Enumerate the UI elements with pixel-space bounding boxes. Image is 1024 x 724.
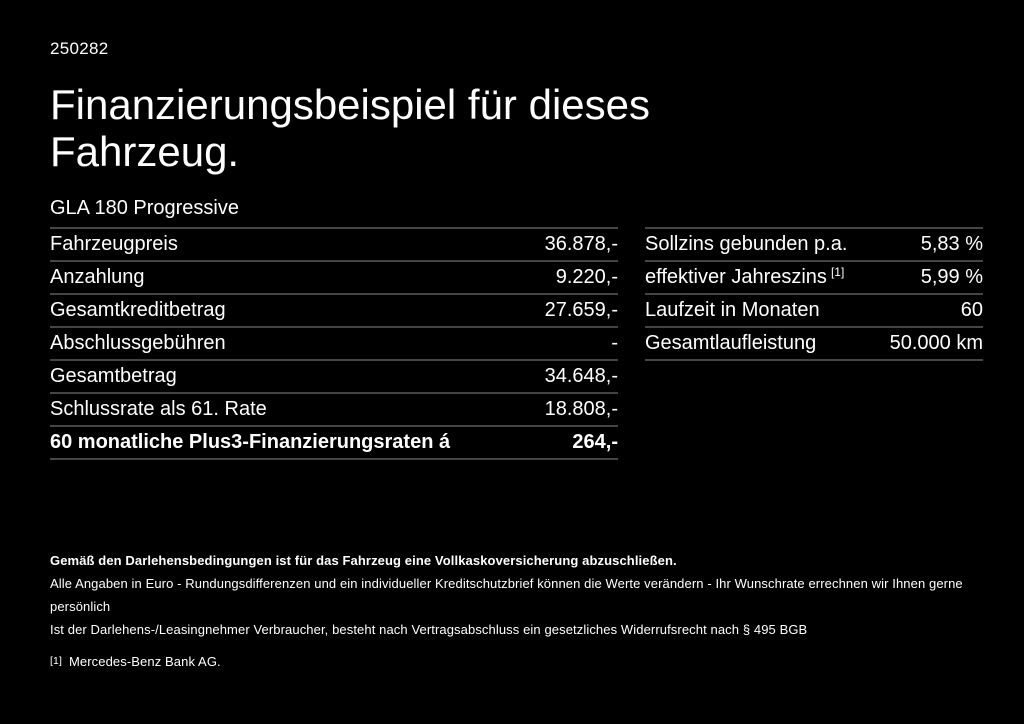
listing-ref-number: 250282: [50, 39, 109, 58]
footnote-line: [1] Mercedes-Benz Bank AG.: [50, 650, 983, 675]
table-row: Laufzeit in Monaten 60: [645, 295, 983, 328]
row-value: 36.878,-: [544, 233, 618, 255]
table-row: Gesamtlaufleistung 50.000 km: [645, 328, 983, 361]
row-label: Fahrzeugpreis: [50, 233, 178, 255]
row-value: 9.220,-: [555, 266, 618, 288]
row-value: 60: [960, 299, 983, 321]
row-value: -: [611, 332, 618, 354]
row-label: Schlussrate als 61. Rate: [50, 398, 267, 420]
row-label: effektiver Jahreszins [1]: [645, 265, 845, 288]
page-title: Finanzierungsbeispiel für dieses Fahrzeu…: [50, 81, 650, 175]
page-content: 250282 Finanzierungsbeispiel für dieses …: [50, 39, 983, 675]
loan-conditions-table: Sollzins gebunden p.a. 5,83 % effektiver…: [645, 227, 983, 361]
row-value: 18.808,-: [544, 398, 618, 420]
table-row: Schlussrate als 61. Rate 18.808,-: [50, 394, 618, 427]
finance-tables: Fahrzeugpreis 36.878,- Anzahlung 9.220,-…: [50, 227, 983, 460]
table-row: effektiver Jahreszins [1] 5,99 %: [645, 262, 983, 295]
row-label: 60 monatliche Plus3-Finanzierungsraten á: [50, 431, 451, 453]
row-value: 34.648,-: [544, 365, 618, 387]
table-row: Gesamtkreditbetrag 27.659,-: [50, 295, 618, 328]
insurance-requirement-note: Gemäß den Darlehensbedingungen ist für d…: [50, 553, 677, 568]
row-value: 27.659,-: [544, 299, 618, 321]
footnote-marker: [1]: [50, 655, 62, 667]
table-row: Abschlussgebühren -: [50, 328, 618, 361]
finance-breakdown-table: Fahrzeugpreis 36.878,- Anzahlung 9.220,-…: [50, 227, 618, 460]
disclaimer-line: Ist der Darlehens-/Leasingnehmer Verbrau…: [50, 622, 808, 637]
row-label: Sollzins gebunden p.a.: [645, 233, 848, 255]
row-value: 50.000 km: [889, 332, 983, 354]
footnote-marker: [1]: [830, 265, 845, 279]
table-row: Fahrzeugpreis 36.878,-: [50, 229, 618, 262]
vehicle-model-name: GLA 180 Progressive: [50, 197, 239, 219]
row-value: 264,-: [572, 431, 618, 453]
row-label: Abschlussgebühren: [50, 332, 226, 354]
footnote-text: Mercedes-Benz Bank AG.: [68, 654, 221, 669]
table-row: Gesamtbetrag 34.648,-: [50, 361, 618, 394]
row-label: Anzahlung: [50, 266, 145, 288]
row-value: 5,83 %: [920, 233, 983, 255]
row-label: Gesamtlaufleistung: [645, 332, 817, 354]
row-label: Gesamtbetrag: [50, 365, 177, 387]
table-row: Anzahlung 9.220,-: [50, 262, 618, 295]
row-value: 5,99 %: [920, 266, 983, 288]
legal-footer: Gemäß den Darlehensbedingungen ist für d…: [50, 549, 983, 675]
table-row: 60 monatliche Plus3-Finanzierungsraten á…: [50, 427, 618, 460]
row-label: Gesamtkreditbetrag: [50, 299, 226, 321]
row-label: Laufzeit in Monaten: [645, 299, 820, 321]
disclaimer-line: Alle Angaben in Euro - Rundungsdifferenz…: [50, 576, 963, 614]
table-row: Sollzins gebunden p.a. 5,83 %: [645, 229, 983, 262]
